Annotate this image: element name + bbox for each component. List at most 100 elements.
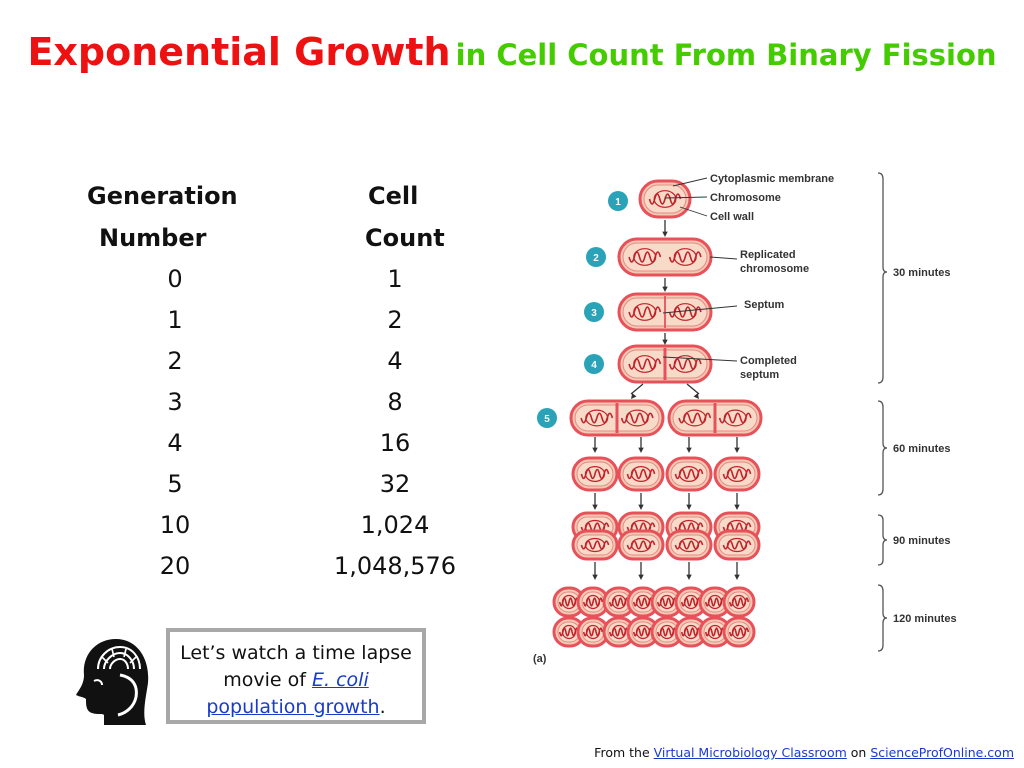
arrow-icon [662, 333, 668, 345]
bacterial-cell [569, 399, 665, 437]
label-cell-wall: Cell wall [710, 211, 754, 223]
arrow-icon [734, 437, 740, 453]
bacterial-cell [576, 616, 610, 648]
count-cell: 32 [379, 470, 411, 498]
arrow-icon [630, 383, 644, 399]
svg-text:1: 1 [615, 197, 621, 208]
generation-cell: 5 [167, 470, 183, 498]
header-cell: Cell [368, 182, 419, 210]
note-period: . [379, 696, 386, 718]
svg-text:5: 5 [544, 414, 550, 425]
footer-prefix: From the [594, 745, 654, 760]
label-completed-2: septum [740, 369, 779, 381]
step-5-badge: 5 [537, 408, 557, 428]
arrow-icon [592, 562, 598, 580]
arrow-icon [638, 493, 644, 510]
arrow-icon [686, 437, 692, 453]
count-cell: 1 [387, 265, 403, 293]
generation-cell: 3 [167, 388, 183, 416]
label-chromosome: Chromosome [710, 192, 781, 204]
bacterial-cell [617, 237, 713, 277]
label-replicated-1: Replicated [740, 249, 796, 261]
virtual-microbiology-link[interactable]: Virtual Microbiology Classroom [653, 745, 847, 760]
title-sub: in Cell Count From Binary Fission [455, 38, 997, 72]
video-note-box: Let’s watch a time lapse movie of E. col… [166, 628, 426, 724]
label-cytoplasmic-membrane: Cytoplasmic membrane [710, 173, 834, 185]
bacterial-cell [617, 344, 713, 384]
time-label: 90 minutes [893, 535, 950, 547]
slide-title: Exponential Growth in Cell Count From Bi… [0, 30, 1024, 74]
bacterial-cell [576, 586, 610, 618]
step-4-badge: 4 [584, 354, 604, 374]
count-cell: 8 [387, 388, 403, 416]
bacterial-cell [617, 529, 665, 561]
svg-text:2: 2 [593, 253, 599, 264]
bacterial-cell [665, 529, 713, 561]
count-cell: 1,048,576 [333, 552, 457, 580]
arrow-icon [734, 562, 740, 580]
header-count: Count [365, 224, 445, 252]
arrow-icon [638, 437, 644, 453]
bacterial-cell [617, 292, 713, 332]
bacterial-cell [665, 456, 713, 492]
title-main: Exponential Growth [27, 30, 451, 74]
bacterial-cell [722, 616, 756, 648]
generation-cell: 0 [167, 265, 183, 293]
note-text: Let’s watch a time lapse movie of [180, 642, 412, 691]
arrow-icon [592, 437, 598, 453]
bacterial-cell [552, 616, 586, 648]
step-3-badge: 3 [584, 302, 604, 322]
count-cell: 4 [387, 347, 403, 375]
generation-cell: 4 [167, 429, 183, 457]
generation-cell: 20 [159, 552, 191, 580]
ecoli-link[interactable]: E. coli [312, 669, 369, 691]
label-panel: (a) [533, 653, 547, 665]
arrow-icon [686, 493, 692, 510]
bacterial-cell [552, 586, 586, 618]
header-number: Number [99, 224, 207, 252]
step-1-badge: 1 [608, 191, 628, 211]
svg-text:3: 3 [591, 308, 597, 319]
scienceprofonline-link[interactable]: ScienceProfOnline.com [870, 745, 1014, 760]
arrow-icon [662, 220, 668, 237]
bacterial-cell [571, 456, 619, 492]
count-cell: 16 [379, 429, 411, 457]
cells-layer [552, 179, 763, 648]
count-cell: 1,024 [360, 511, 430, 539]
time-brackets [877, 172, 888, 652]
footer-middle: on [846, 745, 871, 760]
population-growth-link[interactable]: population growth [206, 696, 380, 718]
svg-text:4: 4 [591, 360, 597, 371]
bacterial-cell [713, 456, 761, 492]
bacterial-cell [667, 399, 763, 437]
binary-fission-diagram: Cytoplasmic membrane Chromosome Cell wal… [533, 172, 957, 665]
generation-cell: 1 [167, 306, 183, 334]
brain-head-icon[interactable] [72, 635, 152, 725]
arrow-icon [734, 493, 740, 510]
time-label: 30 minutes [893, 267, 950, 279]
time-label: 60 minutes [893, 443, 950, 455]
label-replicated-2: chromosome [740, 263, 809, 275]
bacterial-cell [674, 586, 708, 618]
bacterial-cell [713, 529, 761, 561]
count-cell: 2 [387, 306, 403, 334]
leader-lines [662, 177, 738, 362]
bacterial-cell [617, 456, 665, 492]
bacterial-cell [650, 586, 684, 618]
arrow-icon [592, 493, 598, 510]
bacterial-cell [602, 616, 636, 648]
arrow-icon [686, 383, 700, 399]
time-label: 120 minutes [893, 613, 957, 625]
generation-cell: 2 [167, 347, 183, 375]
arrow-icon [638, 562, 644, 580]
arrows-layer [592, 220, 740, 580]
step-2-badge: 2 [586, 247, 606, 267]
label-completed-1: Completed [740, 355, 797, 367]
footer-credit: From the Virtual Microbiology Classroom … [594, 745, 1014, 760]
arrow-icon [662, 278, 668, 292]
bacterial-cell [638, 179, 692, 219]
generation-cell: 10 [159, 511, 191, 539]
label-septum: Septum [744, 299, 785, 311]
header-generation: Generation [87, 182, 238, 210]
bacterial-cell [571, 529, 619, 561]
